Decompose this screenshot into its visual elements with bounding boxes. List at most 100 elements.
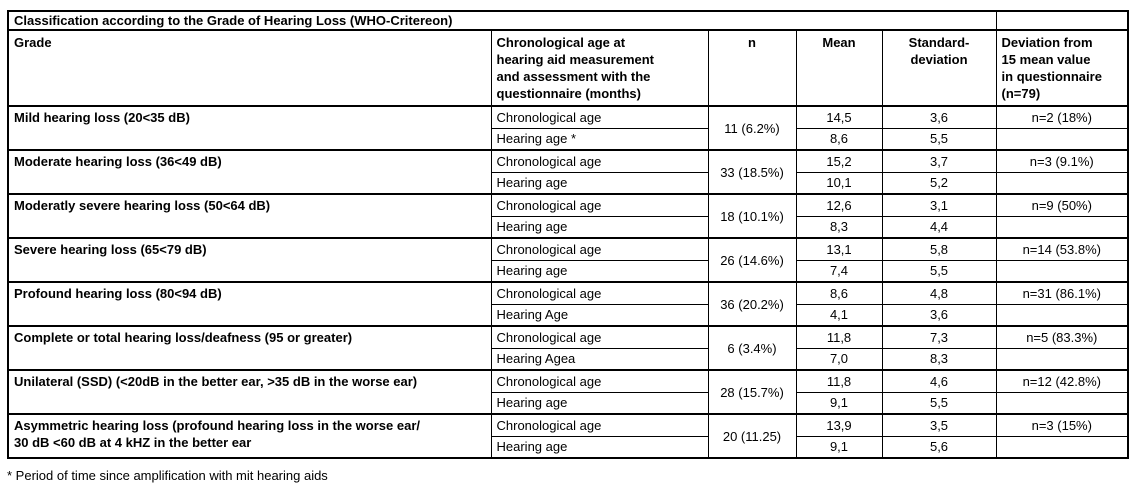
grade-cell: Profound hearing loss (80<94 dB)	[7, 281, 492, 327]
age-type-cell: Hearing age	[490, 215, 709, 239]
age-type-cell: Chronological age	[490, 193, 709, 217]
grade-cell: Severe hearing loss (65<79 dB)	[7, 237, 492, 283]
grade-cell: Complete or total hearing loss/deafness …	[7, 325, 492, 371]
table-row: Moderate hearing loss (36<49 dB) Chronolo…	[7, 149, 1129, 195]
sd-cell: 4,6	[881, 369, 997, 393]
n-cell: 20 (11.25)	[707, 413, 797, 459]
col-header-n: n	[707, 29, 797, 107]
mean-cell: 12,6	[795, 193, 883, 217]
table-row: Mild hearing loss (20<35 dB) Chronologica…	[7, 105, 1129, 151]
age-type-cell: Chronological age	[490, 237, 709, 261]
sd-cell: 3,5	[881, 413, 997, 437]
table-row: Hearing Agea 7,0 8,3	[8, 347, 1129, 371]
table-row: Hearing age 10,1 5,2	[8, 171, 1129, 195]
sd-cell: 5,5	[881, 127, 997, 151]
table-row: Asymmetric hearing loss (profound hearin…	[7, 413, 1129, 459]
col-header-standard-deviation: Standard-deviation	[881, 29, 997, 107]
mean-cell: 9,1	[795, 435, 883, 459]
sd-cell: 7,3	[881, 325, 997, 349]
sd-cell: 4,4	[881, 215, 997, 239]
table-row: Unilateral (SSD) (<20dB in the better ea…	[7, 369, 1129, 415]
age-type-cell: Chronological age	[490, 105, 709, 129]
footnote: * Period of time since amplification wit…	[7, 468, 328, 483]
age-type-cell: Chronological age	[490, 325, 709, 349]
table-title: Classification according to the Grade of…	[7, 10, 997, 31]
deviation-cell: n=3 (9.1%)	[995, 149, 1129, 173]
sd-cell: 3,6	[881, 303, 997, 327]
sd-cell: 5,5	[881, 391, 997, 415]
mean-cell: 7,0	[795, 347, 883, 371]
table-row: Complete or total hearing loss/deafness …	[7, 325, 1129, 371]
deviation-cell: n=3 (15%)	[995, 413, 1129, 437]
col-header-chronological-age: Chronological age at hearing aid measure…	[490, 29, 709, 107]
table-row: Hearing age 7,4 5,5	[8, 259, 1129, 283]
sd-cell: 3,7	[881, 149, 997, 173]
sd-cell: 5,2	[881, 171, 997, 195]
deviation-empty-cell	[995, 215, 1129, 239]
col-header-grade: Grade	[7, 29, 492, 107]
deviation-cell: n=2 (18%)	[995, 105, 1129, 129]
mean-cell: 11,8	[795, 369, 883, 393]
mean-cell: 10,1	[795, 171, 883, 195]
sd-cell: 3,6	[881, 105, 997, 129]
age-type-cell: Hearing age	[490, 391, 709, 415]
deviation-empty-cell	[995, 347, 1129, 371]
sd-cell: 8,3	[881, 347, 997, 371]
deviation-cell: n=5 (83.3%)	[995, 325, 1129, 349]
deviation-empty-cell	[995, 391, 1129, 415]
table-row: Hearing age 9,1 5,6	[8, 435, 1129, 459]
age-type-cell: Chronological age	[490, 369, 709, 393]
table-row: Profound hearing loss (80<94 dB) Chronolo…	[7, 281, 1129, 327]
age-type-cell: Hearing age *	[490, 127, 709, 151]
grade-cell: Moderatly severe hearing loss (50<64 dB)	[7, 193, 492, 239]
table-row: Moderatly severe hearing loss (50<64 dB)…	[7, 193, 1129, 239]
deviation-cell: n=31 (86.1%)	[995, 281, 1129, 305]
grade-cell: Asymmetric hearing loss (profound hearin…	[7, 413, 492, 459]
grade-cell: Mild hearing loss (20<35 dB)	[7, 105, 492, 151]
n-cell: 11 (6.2%)	[707, 105, 797, 151]
age-type-cell: Hearing age	[490, 171, 709, 195]
mean-cell: 14,5	[795, 105, 883, 129]
grade-cell: Moderate hearing loss (36<49 dB)	[7, 149, 492, 195]
sd-cell: 5,8	[881, 237, 997, 261]
deviation-empty-cell	[995, 435, 1129, 459]
column-header-row: Grade Chronological age at hearing aid m…	[7, 29, 1129, 107]
age-type-cell: Hearing age	[490, 259, 709, 283]
age-type-cell: Hearing Age	[490, 303, 709, 327]
mean-cell: 11,8	[795, 325, 883, 349]
col-header-mean: Mean	[795, 29, 883, 107]
n-cell: 36 (20.2%)	[707, 281, 797, 327]
n-cell: 26 (14.6%)	[707, 237, 797, 283]
sd-cell: 4,8	[881, 281, 997, 305]
deviation-empty-cell	[995, 259, 1129, 283]
table-row: Hearing age 8,3 4,4	[8, 215, 1129, 239]
empty-corner-cell	[995, 10, 1129, 31]
n-cell: 28 (15.7%)	[707, 369, 797, 415]
document-page: Classification according to the Grade of…	[7, 10, 1130, 483]
deviation-empty-cell	[995, 171, 1129, 195]
sd-cell: 3,1	[881, 193, 997, 217]
table-title-row: Classification according to the Grade of…	[7, 10, 1129, 31]
n-cell: 18 (10.1%)	[707, 193, 797, 239]
mean-cell: 7,4	[795, 259, 883, 283]
grade-cell: Unilateral (SSD) (<20dB in the better ea…	[7, 369, 492, 415]
deviation-cell: n=14 (53.8%)	[995, 237, 1129, 261]
sd-cell: 5,6	[881, 435, 997, 459]
mean-cell: 4,1	[795, 303, 883, 327]
age-type-cell: Hearing Agea	[490, 347, 709, 371]
col-header-deviation-from-mean: Deviation from 15 mean value in question…	[995, 29, 1129, 107]
table-row: Hearing Age 4,1 3,6	[8, 303, 1129, 327]
age-type-cell: Hearing age	[490, 435, 709, 459]
hearing-loss-classification-table: Classification according to the Grade of…	[7, 10, 1130, 459]
deviation-cell: n=9 (50%)	[995, 193, 1129, 217]
mean-cell: 13,1	[795, 237, 883, 261]
mean-cell: 8,3	[795, 215, 883, 239]
table-row: Severe hearing loss (65<79 dB) Chronologi…	[7, 237, 1129, 283]
deviation-empty-cell	[995, 127, 1129, 151]
age-type-cell: Chronological age	[490, 149, 709, 173]
mean-cell: 15,2	[795, 149, 883, 173]
mean-cell: 8,6	[795, 127, 883, 151]
n-cell: 33 (18.5%)	[707, 149, 797, 195]
age-type-cell: Chronological age	[490, 413, 709, 437]
mean-cell: 8,6	[795, 281, 883, 305]
